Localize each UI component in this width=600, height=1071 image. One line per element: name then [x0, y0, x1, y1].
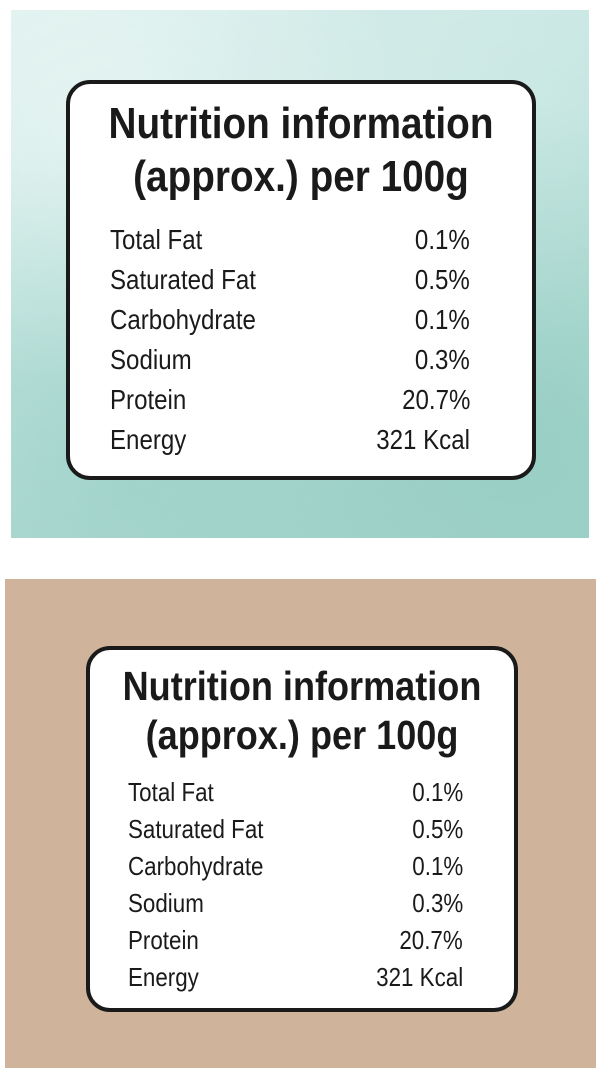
label-title-line2: (approx.) per 100g	[145, 712, 459, 759]
nutrient-value: 0.3%	[415, 344, 470, 375]
label-title-line1: Nutrition information	[108, 99, 494, 148]
nutrient-name: Total Fat	[110, 224, 203, 255]
nutrient-name: Saturated Fat	[110, 264, 256, 295]
nutrient-row-energy: Energy 321 Kcal	[110, 424, 470, 464]
nutrient-value: 0.5%	[412, 814, 463, 844]
nutrient-value: 0.1%	[412, 777, 463, 807]
label-title: Nutrition information (approx.) per 100g	[98, 98, 505, 204]
nutrient-row-energy: Energy 321 Kcal	[128, 962, 463, 999]
nutrient-value: 0.5%	[415, 264, 470, 295]
label-title-line2: (approx.) per 100g	[133, 151, 469, 201]
nutrient-name: Total Fat	[128, 777, 214, 807]
label-title: Nutrition information (approx.) per 100g	[115, 662, 488, 760]
nutrient-row-total-fat: Total Fat 0.1%	[128, 777, 463, 814]
label-title-line1: Nutrition information	[122, 663, 482, 709]
nutrient-row-saturated-fat: Saturated Fat 0.5%	[128, 814, 463, 851]
nutrient-name: Energy	[110, 424, 187, 455]
nutrient-name: Protein	[128, 925, 199, 955]
nutrient-row-carbohydrate: Carbohydrate 0.1%	[128, 851, 463, 888]
nutrient-name: Carbohydrate	[110, 304, 256, 335]
nutrient-value: 0.1%	[415, 304, 470, 335]
nutrient-value: 20.7%	[399, 925, 463, 955]
nutrient-value: 321 Kcal	[376, 424, 470, 455]
nutrient-table: Total Fat 0.1% Saturated Fat 0.5% Carboh…	[110, 224, 470, 464]
nutrient-row-protein: Protein 20.7%	[128, 925, 463, 962]
nutrient-value: 20.7%	[401, 384, 470, 415]
nutrient-row-saturated-fat: Saturated Fat 0.5%	[110, 264, 470, 304]
nutrient-name: Sodium	[128, 888, 204, 918]
nutrition-label-top: Nutrition information (approx.) per 100g…	[66, 80, 536, 480]
nutrient-row-carbohydrate: Carbohydrate 0.1%	[110, 304, 470, 344]
nutrient-value: 0.3%	[412, 888, 463, 918]
tan-background-panel: Nutrition information (approx.) per 100g…	[5, 579, 596, 1068]
nutrient-row-protein: Protein 20.7%	[110, 384, 470, 424]
nutrient-name: Carbohydrate	[128, 851, 264, 881]
nutrient-row-total-fat: Total Fat 0.1%	[110, 224, 470, 264]
nutrient-name: Protein	[110, 384, 187, 415]
nutrient-name: Sodium	[110, 344, 192, 375]
nutrient-value: 321 Kcal	[375, 962, 463, 992]
nutrient-row-sodium: Sodium 0.3%	[110, 344, 470, 384]
teal-background-panel: Nutrition information (approx.) per 100g…	[11, 10, 589, 538]
nutrient-value: 0.1%	[415, 224, 470, 255]
nutrient-name: Energy	[128, 962, 199, 992]
nutrient-table: Total Fat 0.1% Saturated Fat 0.5% Carboh…	[128, 777, 463, 999]
nutrient-row-sodium: Sodium 0.3%	[128, 888, 463, 925]
nutrition-label-bottom: Nutrition information (approx.) per 100g…	[86, 646, 518, 1012]
nutrient-value: 0.1%	[412, 851, 463, 881]
nutrient-name: Saturated Fat	[128, 814, 264, 844]
